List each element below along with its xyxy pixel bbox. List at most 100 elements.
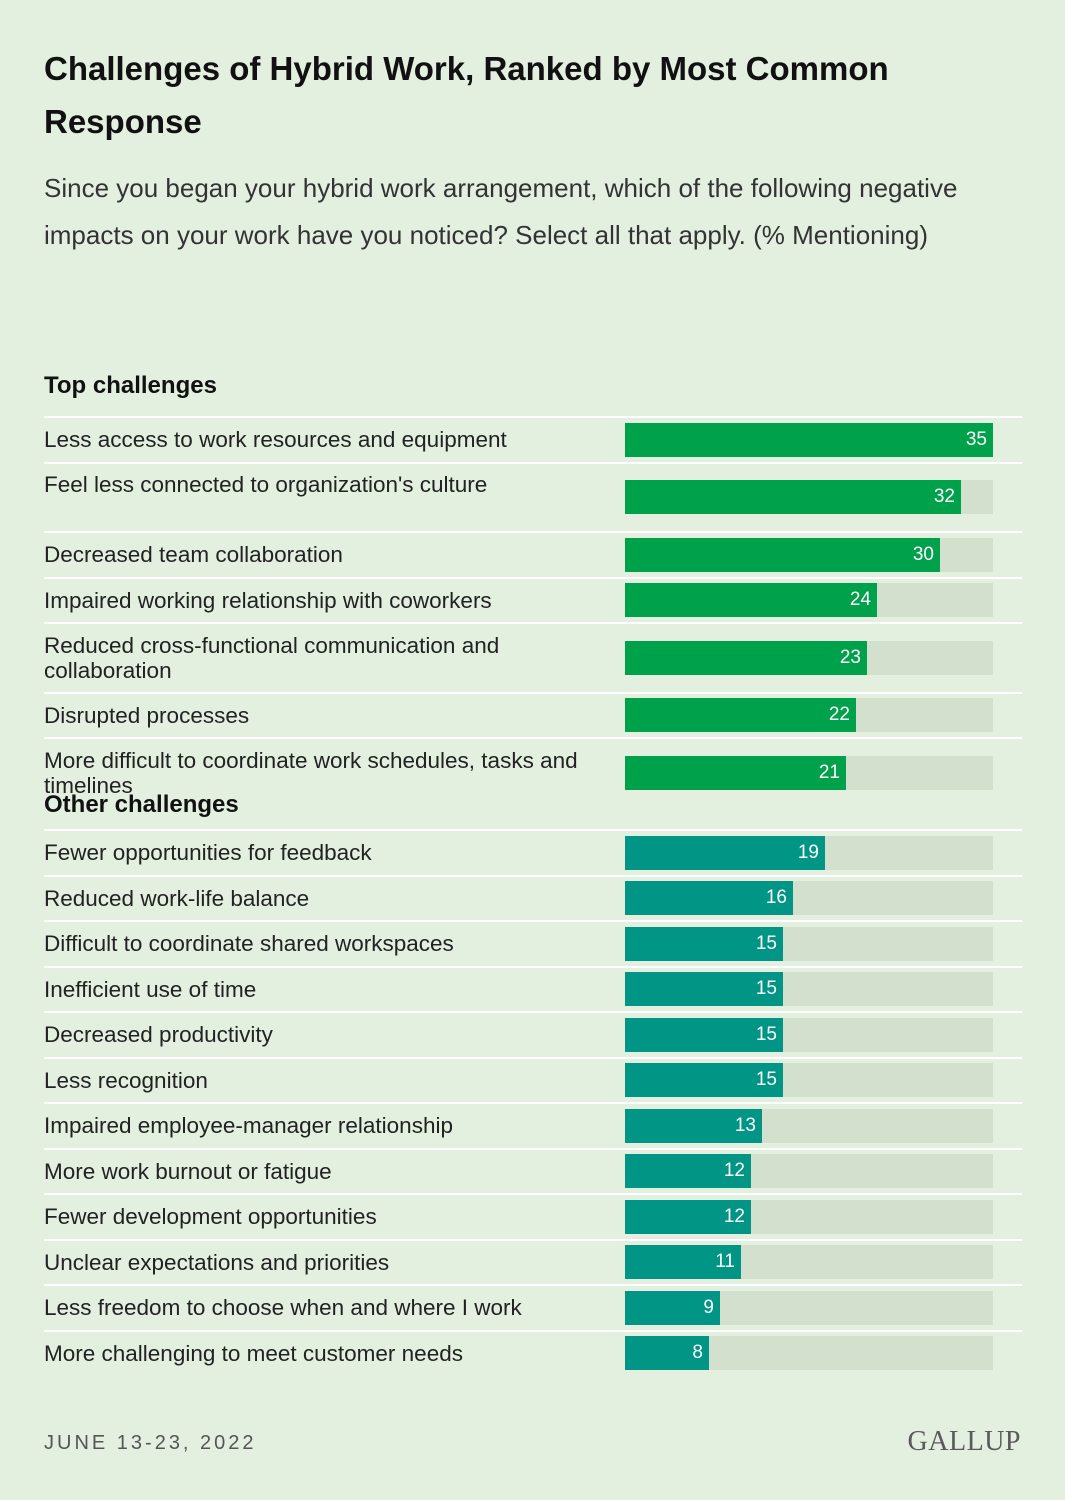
bar-track: 15 <box>625 1017 993 1052</box>
data-label: 30 <box>912 543 934 565</box>
bar <box>625 1199 751 1234</box>
section-heading: Top challenges <box>44 372 217 399</box>
row-divider <box>44 1238 1022 1241</box>
category-label: Less freedom to choose when and where I … <box>44 1295 522 1321</box>
bar <box>625 835 825 870</box>
category-label: Decreased productivity <box>44 1022 273 1048</box>
bar-track: 30 <box>625 537 993 572</box>
bar <box>625 1245 741 1280</box>
bar <box>625 972 783 1007</box>
data-label: 12 <box>723 1160 745 1182</box>
bar-track: 35 <box>625 422 993 457</box>
bar <box>625 1017 783 1052</box>
bar-track: 23 <box>625 640 993 675</box>
row-divider <box>44 920 1022 922</box>
bar-track: 15 <box>625 926 993 961</box>
data-label: 15 <box>755 1023 777 1045</box>
bar-track: 9 <box>625 1290 993 1325</box>
row-divider <box>44 1284 1022 1286</box>
row-divider <box>44 874 1022 877</box>
bar <box>625 480 961 515</box>
bar <box>625 755 846 790</box>
row-divider <box>44 1329 1022 1332</box>
category-label: Less access to work resources and equipm… <box>44 427 507 453</box>
chart-row: Less access to work resources and equipm… <box>0 416 1065 462</box>
category-label: Reduced work-life balance <box>44 885 310 911</box>
category-label: Inefficient use of time <box>44 976 257 1002</box>
bar-track: 12 <box>625 1154 993 1189</box>
row-divider <box>44 965 1022 968</box>
bar-track: 32 <box>625 480 993 515</box>
chart-row: Feel less connected to organization's cu… <box>0 461 1065 532</box>
chart-row: Inefficient use of time 15 <box>0 965 1065 1012</box>
bar <box>625 1108 762 1143</box>
row-divider <box>44 531 1022 533</box>
data-label: 16 <box>765 887 787 909</box>
chart-row: More difficult to coordinate work schedu… <box>0 737 1065 807</box>
row-divider <box>44 1102 1022 1104</box>
bar <box>625 1063 783 1098</box>
data-label: 15 <box>755 932 777 954</box>
row-divider <box>44 1147 1022 1150</box>
chart-row: Less freedom to choose when and where I … <box>0 1284 1065 1330</box>
bar-track: 24 <box>625 583 993 618</box>
data-label: 15 <box>755 978 777 1000</box>
category-label: Fewer development opportunities <box>44 1204 377 1230</box>
chart-title: Challenges of Hybrid Work, Ranked by Mos… <box>44 50 889 140</box>
gallup-logo: GALLUP <box>907 1426 1021 1457</box>
bar <box>625 1290 720 1325</box>
data-label: 35 <box>965 428 987 450</box>
data-label: 19 <box>797 841 819 863</box>
row-divider <box>44 1193 1022 1195</box>
bar <box>625 422 993 457</box>
category-label: Disrupted processes <box>44 702 250 728</box>
bar-track: 22 <box>625 698 993 733</box>
category-label: More work burnout or fatigue <box>44 1158 332 1184</box>
chart-row: Difficult to coordinate shared workspace… <box>0 920 1065 966</box>
survey-date: JUNE 13-23, 2022 <box>44 1432 257 1454</box>
data-label: 15 <box>755 1069 777 1091</box>
category-label: Less recognition <box>44 1067 208 1093</box>
bar <box>625 1336 709 1371</box>
chart-row: Reduced cross-functional communication a… <box>0 622 1065 692</box>
data-label: 22 <box>828 704 850 726</box>
row-divider <box>44 737 1022 739</box>
category-label: Impaired working relationship with cowor… <box>44 587 492 613</box>
row-divider <box>44 461 1022 464</box>
category-label: Fewer opportunities for feedback <box>44 840 372 866</box>
row-divider <box>44 1011 1022 1013</box>
bar <box>625 881 793 916</box>
chart-row: Fewer opportunities for feedback 19 <box>0 829 1065 875</box>
bar-track: 21 <box>625 755 993 790</box>
row-divider <box>44 576 1022 579</box>
data-label: 23 <box>839 646 861 668</box>
data-label: 11 <box>715 1251 735 1273</box>
row-divider <box>44 622 1022 624</box>
category-label: Decreased team collaboration <box>44 542 343 568</box>
bar <box>625 926 783 961</box>
category-label: More challenging to meet customer needs <box>44 1340 463 1366</box>
chart-row: Decreased team collaboration 30 <box>0 531 1065 577</box>
chart-row: More work burnout or fatigue 12 <box>0 1147 1065 1194</box>
category-label: Difficult to coordinate shared workspace… <box>44 931 454 957</box>
category-label: More difficult to coordinate work schedu… <box>44 747 578 798</box>
data-label: 24 <box>849 589 871 611</box>
data-label: 21 <box>818 761 840 783</box>
row-divider <box>44 691 1022 694</box>
bar-track: 15 <box>625 1063 993 1098</box>
bar <box>625 583 877 618</box>
row-divider <box>44 829 1022 831</box>
category-label: Reduced cross-functional communication a… <box>44 632 500 683</box>
data-label: 12 <box>723 1205 745 1227</box>
category-label: Feel less connected to organization's cu… <box>44 472 488 498</box>
bar <box>625 1154 751 1189</box>
bar-track: 13 <box>625 1108 993 1143</box>
row-divider <box>44 1056 1022 1059</box>
data-label: 13 <box>734 1114 756 1136</box>
bar <box>625 698 856 733</box>
bar-track: 11 <box>625 1245 993 1280</box>
chart-row: Decreased productivity 15 <box>0 1011 1065 1057</box>
chart-row: Reduced work-life balance 16 <box>0 874 1065 921</box>
chart-row: Fewer development opportunities 12 <box>0 1193 1065 1239</box>
